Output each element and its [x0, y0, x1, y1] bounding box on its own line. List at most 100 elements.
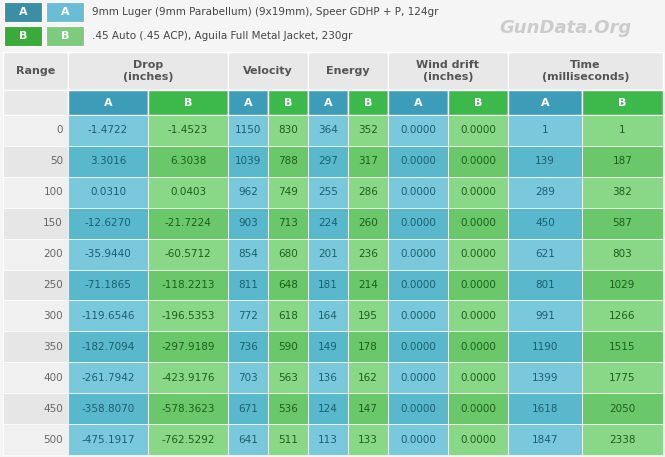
Bar — [388, 362, 448, 393]
Text: 0.0000: 0.0000 — [460, 187, 496, 197]
Bar — [388, 146, 448, 177]
Text: 150: 150 — [43, 218, 63, 228]
Text: B: B — [184, 97, 192, 107]
Bar — [148, 424, 228, 455]
Bar — [448, 115, 508, 146]
Bar — [508, 146, 582, 177]
Text: 1190: 1190 — [532, 342, 558, 352]
Text: 400: 400 — [43, 373, 63, 383]
Bar — [228, 424, 268, 455]
Bar — [508, 52, 663, 90]
Text: 648: 648 — [278, 280, 298, 290]
Text: GunData.Org: GunData.Org — [499, 19, 631, 37]
Text: 1618: 1618 — [532, 404, 558, 414]
Text: 0.0000: 0.0000 — [460, 249, 496, 259]
Text: 195: 195 — [358, 311, 378, 321]
Text: 250: 250 — [43, 280, 63, 290]
Text: 200: 200 — [43, 249, 63, 259]
Bar — [148, 362, 228, 393]
Text: 289: 289 — [535, 187, 555, 197]
Text: 352: 352 — [358, 126, 378, 135]
Text: -196.5353: -196.5353 — [161, 311, 215, 321]
Bar — [348, 239, 388, 270]
Text: 0.0000: 0.0000 — [460, 126, 496, 135]
Bar — [68, 331, 148, 362]
Bar — [228, 208, 268, 239]
Bar — [308, 208, 348, 239]
Bar — [46, 2, 84, 22]
Text: 162: 162 — [358, 373, 378, 383]
Bar — [228, 393, 268, 424]
Text: 0.0000: 0.0000 — [460, 435, 496, 445]
Bar — [3, 331, 68, 362]
Text: 1: 1 — [542, 126, 549, 135]
Bar — [388, 300, 448, 331]
Text: 6.3038: 6.3038 — [170, 156, 206, 166]
Text: 178: 178 — [358, 342, 378, 352]
Text: 201: 201 — [318, 249, 338, 259]
Text: 1150: 1150 — [235, 126, 261, 135]
Bar — [68, 90, 148, 115]
Text: 1775: 1775 — [609, 373, 636, 383]
Text: 641: 641 — [238, 435, 258, 445]
Bar — [3, 177, 68, 208]
Bar — [582, 362, 663, 393]
Text: 830: 830 — [278, 126, 298, 135]
Text: 0.0000: 0.0000 — [400, 218, 436, 228]
Text: 1399: 1399 — [532, 373, 558, 383]
Text: 0.0000: 0.0000 — [460, 218, 496, 228]
Bar — [508, 270, 582, 300]
Bar — [3, 208, 68, 239]
Bar — [448, 177, 508, 208]
Bar — [582, 208, 663, 239]
Text: 2338: 2338 — [609, 435, 636, 445]
Text: 214: 214 — [358, 280, 378, 290]
Bar — [388, 270, 448, 300]
Bar — [228, 115, 268, 146]
Text: 500: 500 — [43, 435, 63, 445]
Text: A: A — [61, 7, 69, 17]
Text: 788: 788 — [278, 156, 298, 166]
Bar — [148, 146, 228, 177]
Text: 703: 703 — [238, 373, 258, 383]
Text: 0.0000: 0.0000 — [400, 404, 436, 414]
Text: 0.0000: 0.0000 — [400, 435, 436, 445]
Text: -119.6546: -119.6546 — [81, 311, 135, 321]
Text: B: B — [19, 31, 27, 41]
Bar — [448, 208, 508, 239]
Bar — [268, 146, 308, 177]
Bar — [508, 115, 582, 146]
Bar — [508, 424, 582, 455]
Text: 536: 536 — [278, 404, 298, 414]
Bar — [3, 300, 68, 331]
Text: A: A — [243, 97, 252, 107]
Bar — [3, 362, 68, 393]
Bar — [68, 52, 228, 90]
Bar — [388, 90, 448, 115]
Text: 450: 450 — [43, 404, 63, 414]
Text: 2050: 2050 — [609, 404, 636, 414]
Text: 590: 590 — [278, 342, 298, 352]
Text: 364: 364 — [318, 126, 338, 135]
Bar — [228, 52, 308, 90]
Bar — [308, 393, 348, 424]
Bar — [448, 393, 508, 424]
Bar — [348, 424, 388, 455]
Text: 0.0000: 0.0000 — [400, 126, 436, 135]
Text: 801: 801 — [535, 280, 555, 290]
Text: 450: 450 — [535, 218, 555, 228]
Text: A: A — [19, 7, 27, 17]
Text: 811: 811 — [238, 280, 258, 290]
Text: 286: 286 — [358, 187, 378, 197]
Text: 0.0000: 0.0000 — [400, 311, 436, 321]
Text: -1.4722: -1.4722 — [88, 126, 128, 135]
Bar — [448, 331, 508, 362]
Text: -261.7942: -261.7942 — [81, 373, 135, 383]
Bar — [582, 239, 663, 270]
Text: 255: 255 — [318, 187, 338, 197]
Text: 133: 133 — [358, 435, 378, 445]
Text: 991: 991 — [535, 311, 555, 321]
Text: 3.3016: 3.3016 — [90, 156, 126, 166]
Bar — [228, 300, 268, 331]
Bar — [582, 331, 663, 362]
